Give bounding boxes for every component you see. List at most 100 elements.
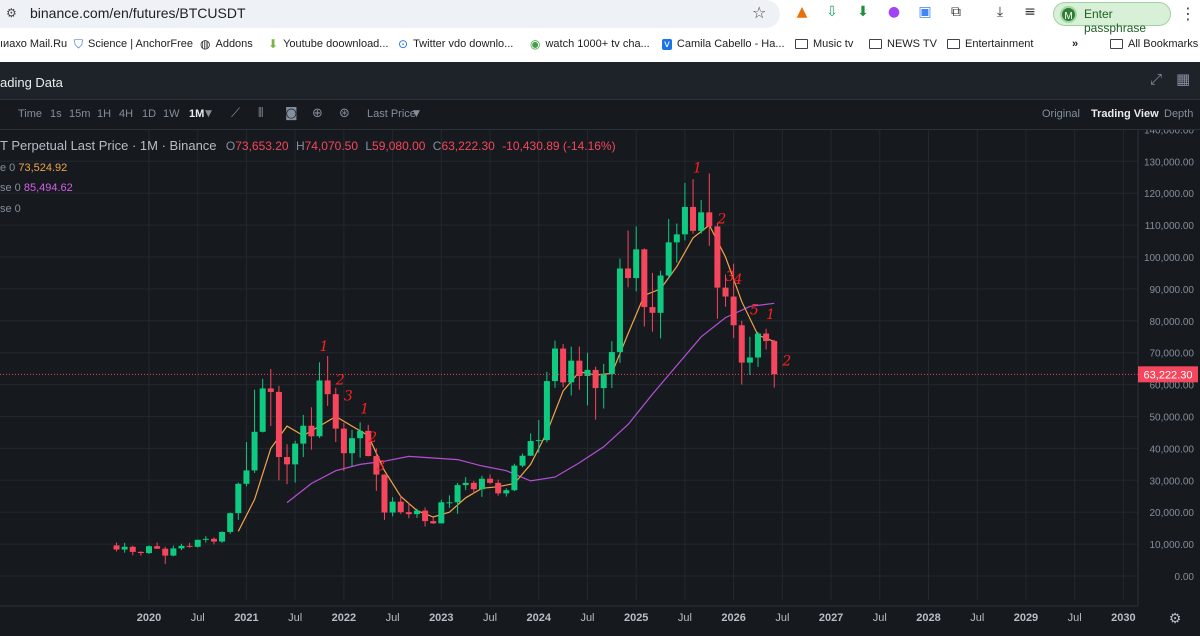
candle-body bbox=[584, 369, 591, 376]
interval-1w[interactable]: 1W bbox=[163, 108, 180, 120]
candle-body bbox=[324, 380, 331, 395]
puzzle-extension-icon[interactable]: ⧉ bbox=[951, 4, 961, 20]
interval-1h[interactable]: 1H bbox=[97, 108, 112, 120]
interval-4h[interactable]: 4H bbox=[119, 108, 134, 120]
interval-dropdown-icon[interactable]: ▼ bbox=[205, 109, 212, 119]
interval-15m[interactable]: 15m bbox=[69, 108, 91, 120]
candle-body bbox=[178, 545, 185, 549]
time-tick-label: Jul bbox=[775, 612, 789, 624]
candle-body bbox=[771, 341, 778, 375]
candle-body bbox=[600, 374, 607, 389]
add-indicator-icon[interactable]: ⊕ bbox=[312, 106, 323, 121]
settings-icon[interactable]: ⊛ bbox=[339, 106, 350, 121]
bookmark-youtube[interactable]: ⬇ Youtube doownload... bbox=[268, 34, 388, 54]
time-label: Time bbox=[18, 108, 43, 120]
passphrase-button[interactable]: M Enter passphrase bbox=[1053, 2, 1171, 35]
view-original[interactable]: Original bbox=[1042, 108, 1080, 120]
candle-body bbox=[690, 206, 697, 231]
bookmark-mailru[interactable]: ıиахо Mail.Ru bbox=[0, 34, 67, 54]
time-tick-label: 2021 bbox=[234, 612, 258, 624]
candle-body bbox=[267, 388, 274, 392]
time-tick-label: 2026 bbox=[721, 612, 745, 624]
interval-1m[interactable]: 1M bbox=[189, 108, 205, 120]
ma-short-line bbox=[237, 224, 775, 532]
candle-body bbox=[170, 548, 177, 556]
candle-body bbox=[649, 307, 656, 313]
browser-menu-icon[interactable]: ⋮ bbox=[1180, 4, 1196, 23]
current-price-tag bbox=[1138, 366, 1198, 383]
bookmark-news-tv[interactable]: NEWS TV bbox=[869, 34, 937, 54]
ma-short-path bbox=[237, 224, 775, 532]
bookmark-music-tv[interactable]: Music tv bbox=[795, 34, 853, 54]
price-tick-label: 60,000.00 bbox=[1150, 381, 1195, 392]
price-tick-label: 20,000.00 bbox=[1150, 508, 1195, 519]
time-tick-label: Jul bbox=[678, 612, 692, 624]
candle-body bbox=[381, 474, 388, 513]
chart-grid bbox=[0, 130, 1138, 600]
site-settings-icon[interactable]: ⚙ bbox=[6, 6, 17, 20]
price-tick-label: 120,000.00 bbox=[1144, 189, 1194, 200]
candle-type-icon[interactable]: ⫴ bbox=[258, 106, 264, 121]
candle-body bbox=[673, 234, 680, 243]
annotation-mark: 2 bbox=[335, 373, 345, 389]
annotation-mark: 2 bbox=[716, 212, 726, 228]
indicator-icon[interactable]: ⟋ bbox=[231, 106, 241, 121]
interval-1s[interactable]: 1s bbox=[50, 108, 62, 120]
profile-avatar: M bbox=[1060, 6, 1077, 23]
annotation-mark: 2 bbox=[367, 430, 377, 446]
vlc-extension-icon[interactable]: ▲ bbox=[796, 4, 808, 20]
price-type-select[interactable]: Last Price bbox=[367, 108, 416, 120]
layout-grid-icon[interactable]: ▦ bbox=[1176, 70, 1191, 88]
bookmark-watch-tv[interactable]: ◉ watch 1000+ tv cha... bbox=[530, 34, 650, 54]
candle-body bbox=[243, 470, 250, 484]
bookmark-camila[interactable]: v Camila Cabello - Ha... bbox=[662, 34, 785, 54]
downloads-icon[interactable]: ⤓ bbox=[996, 4, 1004, 20]
address-bar[interactable]: ⚙ binance.com/en/futures/BTCUSDT ☆ bbox=[0, 0, 780, 28]
candle-body bbox=[340, 428, 347, 454]
annotation-mark: 3 bbox=[344, 389, 353, 405]
candle-body bbox=[519, 455, 526, 466]
expand-icon[interactable]: ⤢ bbox=[1150, 70, 1163, 88]
time-tick-label: Jul bbox=[386, 612, 400, 624]
ma-long-path bbox=[286, 302, 775, 504]
bookmark-science[interactable]: ⛉ Science | AnchorFree bbox=[74, 34, 193, 54]
candle-body bbox=[332, 394, 339, 429]
bookmark-entertainment[interactable]: Entertainment bbox=[947, 34, 1033, 54]
view-trading-view[interactable]: Trading View bbox=[1091, 108, 1159, 120]
passphrase-label: Enter passphrase bbox=[1084, 7, 1147, 35]
video-extension-icon[interactable]: ● bbox=[887, 4, 901, 20]
ma1-legend: e 0 73,524.92 bbox=[0, 162, 67, 174]
chevron-down-icon[interactable]: ▼ bbox=[413, 109, 420, 119]
bookmark-addons[interactable]: ◍ Addons bbox=[200, 34, 253, 54]
interval-1d[interactable]: 1D bbox=[142, 108, 157, 120]
bookmarks-overflow-button[interactable]: » bbox=[1072, 34, 1078, 54]
price-tick-label: 10,000.00 bbox=[1150, 540, 1195, 551]
all-bookmarks-button[interactable]: All Bookmarks bbox=[1110, 34, 1198, 54]
candle-body bbox=[235, 483, 242, 514]
download-extension-icon[interactable]: ⇩ bbox=[826, 4, 838, 20]
candle-body bbox=[592, 369, 599, 389]
ma2-label: se 0 bbox=[0, 182, 21, 194]
candle-body bbox=[714, 226, 721, 288]
ma1-value: 73,524.92 bbox=[18, 162, 68, 174]
shield-icon: ⛉ bbox=[74, 36, 84, 51]
url-text[interactable]: binance.com/en/futures/BTCUSDT bbox=[30, 5, 246, 21]
bookmark-twitter[interactable]: ⊙ Twitter vdo downlo... bbox=[398, 34, 513, 54]
candle-body bbox=[275, 391, 282, 458]
ma1-label: e 0 bbox=[0, 162, 16, 174]
download-arrow-extension-icon[interactable]: ⬇ bbox=[857, 4, 869, 20]
candle-body bbox=[438, 502, 445, 524]
candle-body bbox=[722, 287, 729, 297]
chart-settings-icon[interactable]: ⚙ bbox=[1169, 611, 1182, 627]
view-depth[interactable]: Depth bbox=[1164, 108, 1194, 120]
candle-body bbox=[454, 485, 461, 503]
camera-icon[interactable]: ◙ bbox=[285, 106, 298, 121]
time-tick-label: 2030 bbox=[1111, 612, 1135, 624]
media-control-icon[interactable]: ≡ bbox=[1024, 4, 1036, 20]
candle-body bbox=[495, 482, 502, 494]
bookmark-star-icon[interactable]: ☆ bbox=[752, 3, 767, 22]
ma2-value: 85,494.62 bbox=[23, 182, 73, 194]
window-extension-icon[interactable]: ▣ bbox=[918, 4, 932, 20]
candle-body bbox=[357, 430, 364, 439]
